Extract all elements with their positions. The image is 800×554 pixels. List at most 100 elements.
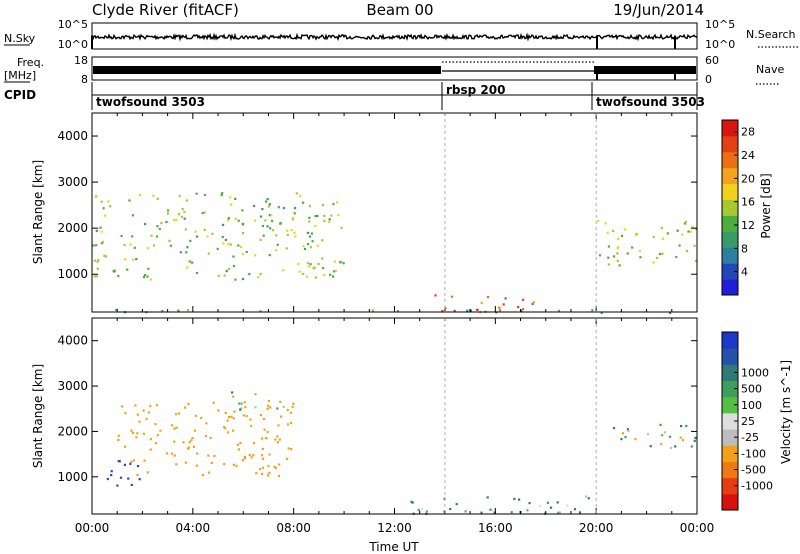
heatmap-cell	[531, 302, 534, 305]
velocity-colorbar-tick-label: 1000	[741, 366, 769, 379]
heatmap-cell	[332, 203, 335, 206]
heatmap-cell	[184, 228, 187, 231]
heatmap-cell	[184, 461, 187, 464]
heatmap-cell	[136, 432, 139, 435]
heatmap-cell	[195, 192, 198, 195]
heatmap-cell	[227, 243, 230, 246]
heatmap-cell	[661, 237, 664, 240]
heatmap-cell	[675, 255, 678, 259]
heatmap-cell	[250, 424, 253, 428]
heatmap-cell	[135, 436, 138, 439]
y-tick-label: 3000	[57, 379, 88, 393]
heatmap-cell	[126, 268, 129, 271]
heatmap-cell	[127, 477, 130, 480]
heatmap-cell	[178, 194, 181, 197]
heatmap-cell	[695, 227, 698, 230]
heatmap-cell	[660, 443, 663, 446]
heatmap-cell	[190, 439, 193, 442]
heatmap-cell	[95, 194, 98, 197]
heatmap-cell	[241, 253, 244, 256]
heatmap-cell	[138, 478, 141, 481]
heatmap-cell	[306, 262, 310, 265]
heatmap-cell	[278, 438, 281, 441]
heatmap-cell	[480, 511, 483, 514]
velocity-panel-frame	[91, 317, 698, 515]
heatmap-cell	[233, 410, 236, 413]
heatmap-cell	[323, 274, 326, 277]
x-tick-label: 16:00	[478, 521, 513, 535]
heatmap-cell	[231, 391, 234, 394]
heatmap-cell	[205, 422, 208, 425]
heatmap-cell	[134, 404, 137, 407]
velocity-colorbar-label: Velocity [m s^-1]	[779, 360, 793, 464]
heatmap-cell	[517, 306, 520, 309]
heatmap-cell	[271, 219, 274, 223]
heatmap-cell	[286, 229, 289, 232]
heatmap-cell	[557, 511, 560, 514]
heatmap-cell	[189, 260, 192, 263]
heatmap-cell	[532, 301, 535, 304]
heatmap-cell	[652, 235, 655, 238]
heatmap-cell	[290, 448, 293, 451]
velocity-colorbar: -1000 -500 -100 -25 25 100 500 1000	[721, 331, 773, 511]
heatmap-cell	[333, 270, 336, 273]
heatmap-cell	[254, 254, 257, 257]
heatmap-cell	[262, 234, 265, 237]
heatmap-cell	[232, 463, 235, 466]
heatmap-cell	[131, 431, 135, 434]
heatmap-cell	[489, 508, 492, 511]
freq-tick-top: 18	[74, 54, 88, 67]
heatmap-cell	[159, 429, 162, 432]
heatmap-cell	[275, 234, 278, 237]
heatmap-cell	[286, 408, 289, 412]
heatmap-cell	[250, 456, 253, 459]
heatmap-cell	[166, 452, 169, 455]
heatmap-cell	[252, 454, 255, 457]
heatmap-cell	[232, 417, 235, 420]
nave-tick-bottom: 0	[705, 73, 712, 86]
heatmap-cell	[681, 233, 684, 236]
heatmap-cell	[660, 227, 663, 230]
heatmap-cell	[203, 211, 206, 214]
heatmap-cell	[232, 395, 235, 398]
heatmap-cell	[606, 231, 609, 234]
power-colorbar-swatch	[722, 167, 738, 185]
y-tick-label: 2000	[57, 424, 88, 438]
x-tick-label: 20:00	[579, 521, 614, 535]
heatmap-cell	[267, 205, 270, 208]
heatmap-cell	[186, 246, 189, 249]
heatmap-cell	[292, 402, 295, 405]
freq-panel	[91, 56, 698, 81]
heatmap-cell	[222, 223, 225, 226]
heatmap-cell	[146, 471, 149, 474]
heatmap-cell	[146, 247, 149, 250]
heatmap-cell	[310, 232, 314, 235]
heatmap-cell	[124, 258, 127, 261]
heatmap-cell	[259, 414, 262, 417]
heatmap-cell	[217, 274, 220, 277]
heatmap-cell	[270, 214, 273, 217]
heatmap-cell	[121, 405, 124, 408]
heatmap-cell	[187, 402, 190, 405]
heatmap-cell	[308, 205, 311, 208]
x-tick-label: 12:00	[377, 521, 412, 535]
power-colorbar-tick-label: 12	[741, 219, 755, 232]
heatmap-cell	[639, 256, 642, 259]
heatmap-cell	[684, 220, 687, 223]
heatmap-cell	[278, 463, 281, 466]
heatmap-cell	[201, 212, 204, 215]
cpid-segment-3: twofsound 3503	[596, 95, 705, 109]
nsky-right-tick-top: 10^5	[705, 18, 735, 31]
heatmap-cell	[238, 402, 241, 405]
heatmap-cell	[211, 232, 214, 235]
heatmap-cell	[612, 427, 616, 430]
heatmap-cell	[269, 227, 272, 230]
heatmap-cell	[229, 243, 232, 246]
heatmap-cell	[217, 409, 220, 412]
heatmap-cell	[286, 457, 289, 461]
heatmap-cell	[276, 435, 279, 438]
heatmap-cell	[290, 229, 293, 232]
heatmap-cell	[480, 301, 483, 304]
heatmap-cell	[282, 269, 285, 272]
heatmap-cell	[691, 226, 694, 229]
